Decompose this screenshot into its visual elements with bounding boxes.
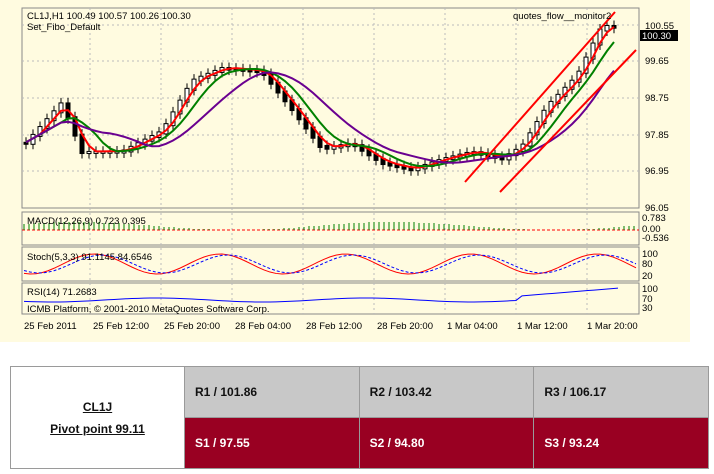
price-chart-panel[interactable]: CL1J,H1 100.49 100.57 100.26 100.30 Set_…	[0, 0, 690, 342]
time-tick-9: 1 Mar 20:00	[587, 321, 638, 332]
r3-cell: R3 / 106.17	[533, 366, 709, 418]
s1-cell: S1 / 97.55	[184, 417, 360, 469]
moving-averages-layer	[25, 11, 637, 193]
copyright-label: ICMB Platform, © 2001-2010 MetaQuotes So…	[27, 304, 270, 315]
price-tick-5: 96.95	[645, 166, 669, 177]
price-tick-1: 100.55	[645, 21, 674, 32]
price-chart[interactable]: CL1J,H1 100.49 100.57 100.26 100.30 Set_…	[0, 0, 690, 342]
candle-body	[611, 24, 617, 29]
r2-cell: R2 / 103.42	[358, 366, 535, 418]
candle-body	[359, 144, 365, 152]
current-price-tag	[640, 30, 678, 41]
indicator-name-label: quotes_flow__monitor2	[513, 11, 611, 22]
rsi-scale-100: 100	[642, 284, 658, 295]
macd-scale-bottom: -0.536	[642, 233, 669, 244]
candle-body	[86, 150, 92, 155]
symbol-link[interactable]: CL1J	[82, 399, 113, 414]
r1-cell: R1 / 101.86	[184, 366, 360, 418]
stoch-main-line	[23, 253, 637, 275]
rsi-scale-30: 30	[642, 303, 653, 314]
s3-cell: S3 / 93.24	[533, 417, 709, 469]
macd-label: MACD(12,26,9) 0.723 0.395	[27, 216, 146, 227]
s2-cell: S2 / 94.80	[358, 417, 535, 469]
stoch-signal-line	[23, 254, 637, 274]
candle-body	[58, 102, 64, 114]
time-tick-5: 28 Feb 12:00	[306, 321, 362, 332]
time-tick-7: 1 Mar 04:00	[447, 321, 498, 332]
price-tick-3: 98.75	[645, 93, 669, 104]
macd-scale-mid: 0.00	[642, 224, 661, 235]
time-tick-2: 25 Feb 12:00	[93, 321, 149, 332]
ma-slow-line	[25, 69, 615, 164]
stoch-scale-100: 100	[642, 249, 658, 260]
rsi-label: RSI(14) 71.2683	[27, 287, 97, 298]
macd-window	[21, 211, 640, 246]
time-tick-1: 25 Feb 2011	[24, 321, 77, 332]
pivot-points-table: CL1J Pivot point 99.11 R1 / 101.86 R2 / …	[10, 366, 709, 469]
macd-scale-top: 0.783	[642, 213, 666, 224]
time-tick-3: 25 Feb 20:00	[164, 321, 220, 332]
template-label: Set_Fibo_Default	[27, 22, 101, 33]
time-tick-8: 1 Mar 12:00	[517, 321, 568, 332]
time-tick-6: 28 Feb 20:00	[377, 321, 433, 332]
candle-body	[604, 24, 610, 32]
pivot-point-link[interactable]: Pivot point 99.11	[50, 421, 145, 436]
current-price-label: 100.30	[642, 31, 671, 42]
channel-upper-line	[464, 11, 616, 183]
symbol-cell: CL1J Pivot point 99.11	[10, 366, 185, 469]
price-tick-4: 97.85	[645, 130, 669, 141]
rsi-line	[23, 287, 619, 303]
price-tick-6: 96.05	[645, 203, 669, 214]
subplots-layer	[22, 222, 639, 303]
rsi-scale-70: 70	[642, 294, 653, 305]
stoch-label: Stoch(5,3,3) 91.1145 84.6546	[27, 252, 152, 263]
symbol-ohlc-label: CL1J,H1 100.49 100.57 100.26 100.30	[27, 11, 191, 22]
stoch-scale-80: 80	[642, 259, 653, 270]
price-tick-2: 99.65	[645, 56, 669, 67]
candle-body	[324, 144, 330, 150]
channel-lower-line	[499, 49, 637, 193]
stoch-scale-20: 20	[642, 271, 653, 282]
time-tick-4: 28 Feb 04:00	[235, 321, 291, 332]
